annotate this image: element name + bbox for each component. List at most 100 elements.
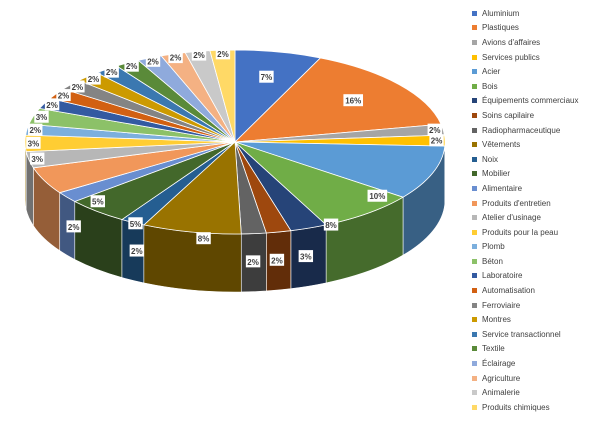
data-label-box [427, 123, 442, 136]
legend-swatch [472, 142, 477, 148]
legend-item-laboratoire: Laboratoire [472, 269, 596, 284]
legend-label: Plomb [482, 242, 505, 252]
data-label-text: 2% [431, 137, 443, 146]
legend-item-service-transactionnel: Service transactionnel [472, 327, 596, 342]
legend-label: Montres [482, 315, 511, 325]
legend-swatch [472, 331, 477, 337]
data-labels: 7%16%2%2%10%8%3%2%2%8%2%5%2%5%3%3%2%3%2%… [26, 47, 444, 268]
data-label-text: 5% [92, 198, 104, 207]
data-label-box [124, 59, 139, 72]
data-label-text: 3% [31, 155, 43, 164]
legend-item-soins-capilaire: Soins capilaire [472, 108, 596, 123]
data-label-box [259, 70, 274, 83]
legend-label: Avions d'affaires [482, 37, 541, 47]
data-label-box [90, 195, 106, 208]
legend-item-agriculture: Agriculture [472, 371, 596, 386]
data-label-agriculture: 2% [168, 51, 183, 64]
legend-swatch [472, 200, 477, 206]
legend-item-bois: Bois [472, 79, 596, 94]
legend-swatch [472, 317, 477, 323]
legend-swatch [472, 127, 477, 133]
data-label-text: 7% [261, 73, 273, 82]
data-label-text: 2% [29, 126, 41, 135]
legend-item-mobilier: Mobilier [472, 167, 596, 182]
data-label-services-publics: 2% [429, 134, 444, 147]
legend-swatch [472, 229, 477, 235]
legend-item-vetements: Vêtements [472, 137, 596, 152]
data-label-beton: 3% [34, 110, 49, 123]
legend-item-textile: Textile [472, 342, 596, 357]
legend-swatch [472, 156, 477, 162]
data-label-text: 2% [68, 223, 80, 232]
legend-item-noix: Noix [472, 152, 596, 167]
legend-item-automatisation: Automatisation [472, 283, 596, 298]
data-label-box [196, 232, 211, 245]
data-label-avions-d-affaires: 2% [427, 123, 442, 136]
legend-item-avions-d-affaires: Avions d'affaires [472, 35, 596, 50]
data-label-text: 8% [325, 221, 337, 230]
legend-item-montres: Montres [472, 312, 596, 327]
legend-swatch [472, 404, 477, 410]
data-label-atelier-d-usinage: 3% [30, 152, 45, 165]
legend-swatch [472, 171, 477, 177]
legend-item-services-publics: Services publics [472, 50, 596, 65]
data-label-text: 2% [126, 62, 138, 71]
legend-swatch [472, 25, 477, 31]
data-label-text: 2% [58, 92, 70, 101]
legend-swatch [472, 244, 477, 250]
data-label-text: 2% [247, 258, 259, 267]
data-label-box [26, 136, 41, 149]
data-label-plomb: 2% [28, 123, 43, 136]
data-label-text: 2% [46, 101, 58, 110]
legend-label: Béton [482, 256, 503, 266]
data-label-laboratoire: 2% [44, 98, 60, 111]
data-label-text: 10% [369, 192, 385, 201]
data-label-acier: 10% [367, 189, 388, 202]
legend-label: Laboratoire [482, 271, 523, 281]
pie-side-vetements [143, 224, 242, 293]
legend: Aluminium Plastiques Avions d'affaires Serv… [472, 6, 596, 415]
legend-label: Produits d'entretien [482, 198, 551, 208]
legend-swatch [472, 288, 477, 294]
legend-item-produits-d-entretien: Produits d'entretien [472, 196, 596, 211]
data-label-text: 2% [131, 247, 143, 256]
data-label-text: 2% [170, 54, 182, 63]
data-label-box [34, 110, 49, 123]
legend-item-acier: Acier [472, 64, 596, 79]
data-label-text: 3% [300, 253, 312, 262]
legend-label: Bois [482, 81, 498, 91]
legend-swatch [472, 69, 477, 75]
legend-swatch [472, 361, 477, 367]
data-label-text: 2% [217, 50, 229, 59]
data-label-box [215, 47, 231, 60]
pie-slice-vetements [143, 141, 242, 235]
data-label-box [86, 72, 101, 85]
legend-swatch [472, 390, 477, 396]
legend-label: Plastiques [482, 23, 519, 33]
legend-swatch [472, 98, 477, 104]
data-label-produits-d-entretien: 5% [90, 195, 106, 208]
data-label-box [66, 220, 81, 233]
legend-label: Produits chimiques [482, 402, 550, 412]
data-label-plastiques: 16% [343, 94, 364, 107]
data-label-text: 8% [198, 235, 210, 244]
data-label-box [429, 134, 444, 147]
legend-item-produits-chimiques: Produits chimiques [472, 400, 596, 415]
data-label-box [56, 89, 71, 102]
legend-item-animalerie: Animalerie [472, 385, 596, 400]
data-label-box [245, 255, 261, 268]
data-label-eclairage: 2% [145, 54, 161, 67]
legend-item-radiopharmaceutique: Radiopharmaceutique [472, 123, 596, 138]
legend-label: Acier [482, 67, 501, 77]
legend-swatch [472, 112, 477, 118]
legend-label: Mobilier [482, 169, 511, 179]
data-label-box [323, 218, 339, 231]
data-label-soins-capilaire: 2% [269, 253, 285, 266]
data-label-montres: 2% [86, 72, 101, 85]
data-label-noix: 2% [129, 244, 145, 257]
legend-swatch [472, 302, 477, 308]
legend-item-equipements-commerciaux: Équipements commerciaux [472, 94, 596, 109]
legend-label: Textile [482, 344, 505, 354]
data-label-ferroviaire: 2% [70, 80, 85, 93]
legend-label: Agriculture [482, 373, 521, 383]
